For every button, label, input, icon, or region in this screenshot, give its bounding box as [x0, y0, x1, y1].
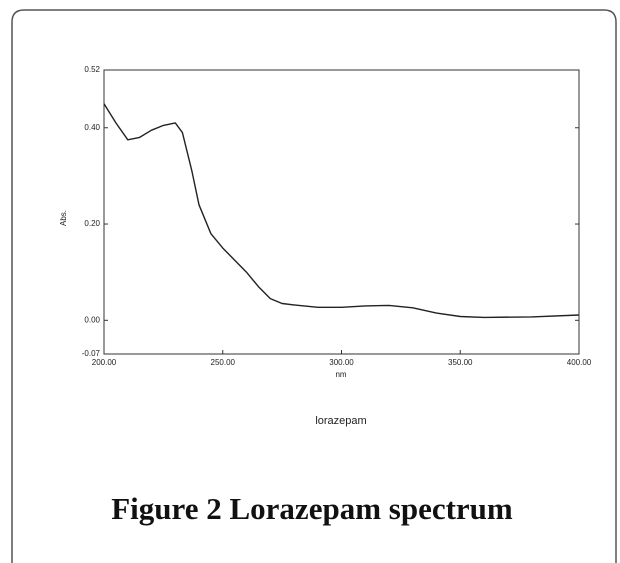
y-tick-label: 0.52 [84, 65, 100, 74]
y-axis-label: Abs. [59, 210, 68, 226]
subtitle: lorazepam [315, 415, 366, 427]
x-axis-label: nm [335, 370, 346, 379]
spectrum-line [103, 103, 580, 319]
y-tick-label: 0.40 [84, 123, 100, 132]
plot-frame [103, 69, 580, 355]
x-tick-label: 400.00 [567, 358, 592, 367]
y-tick-label: -0.07 [82, 349, 101, 358]
x-tick-label: 350.00 [448, 358, 473, 367]
x-tick-label: 250.00 [211, 358, 236, 367]
x-tick-label: 300.00 [329, 358, 354, 367]
x-tick-label: 200.00 [92, 358, 117, 367]
y-tick-label: 0.20 [84, 219, 100, 228]
panel-border [11, 9, 617, 563]
y-tick-label: 0.00 [84, 315, 100, 324]
caption: Figure 2 Lorazepam spectrum [111, 491, 513, 526]
